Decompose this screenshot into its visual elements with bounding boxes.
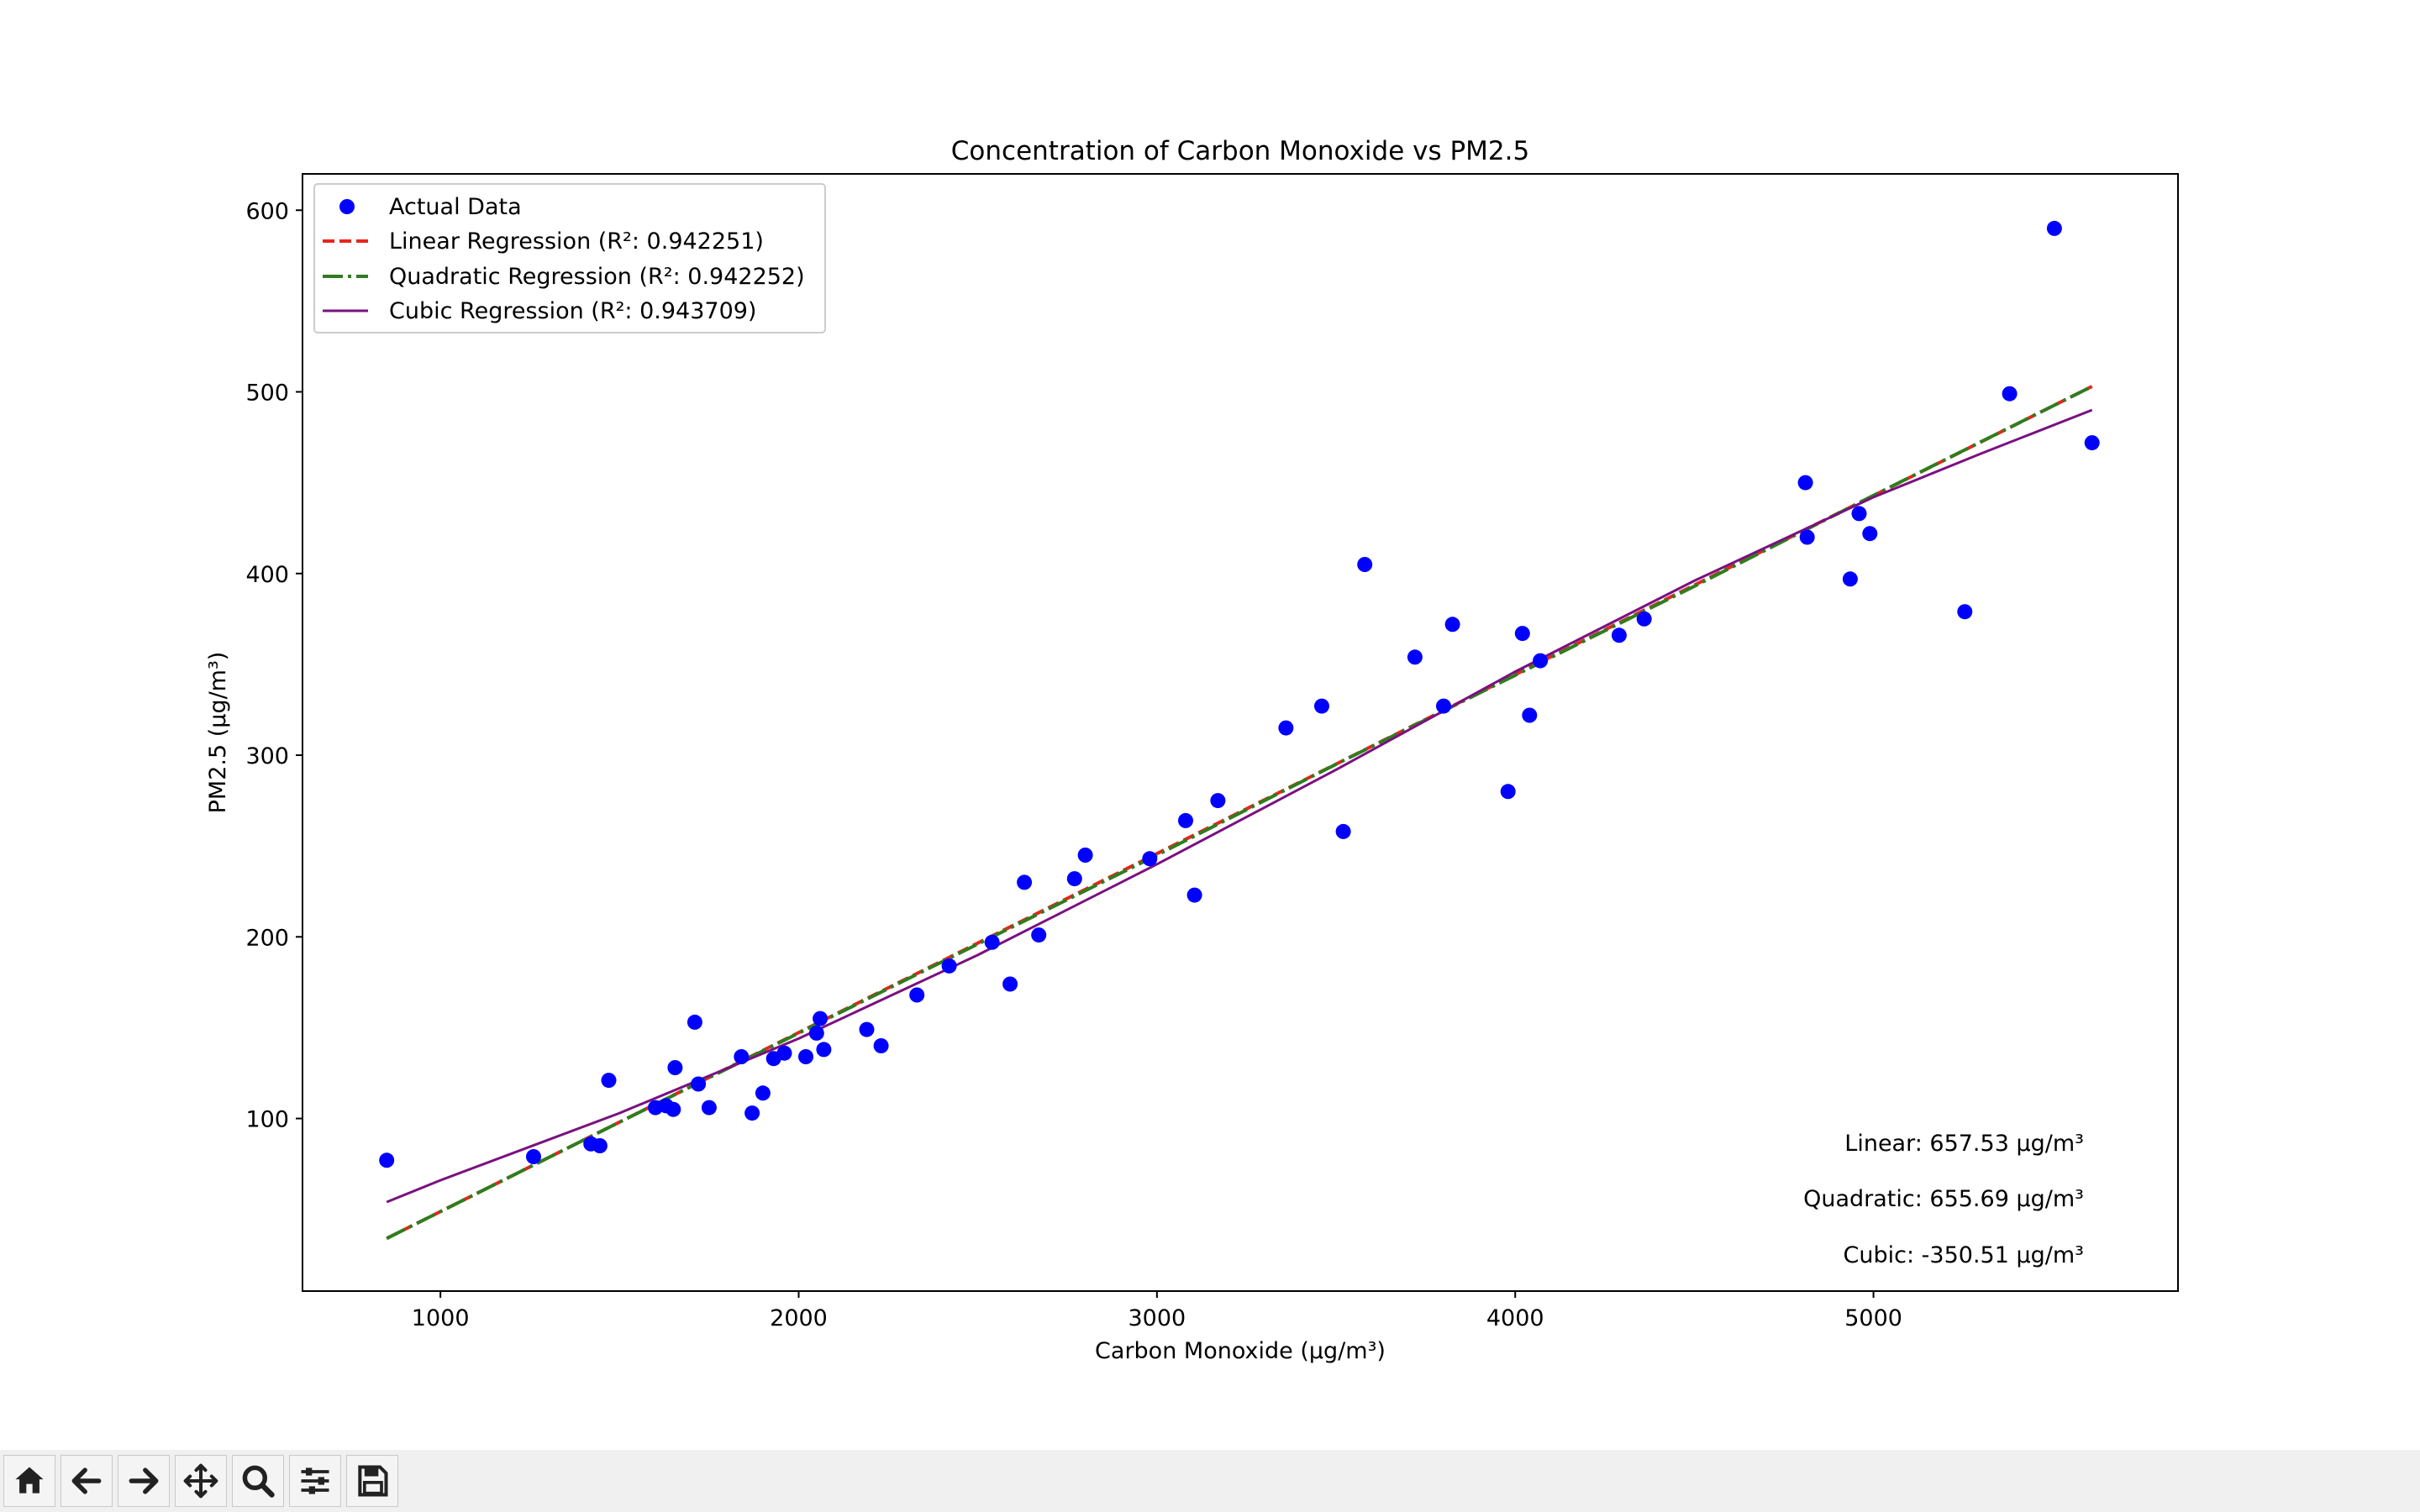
annotation-quadratic: Quadratic: 655.69 µg/m³ xyxy=(1803,1186,2084,1212)
data-point xyxy=(1357,557,1373,572)
y-tick-label: 300 xyxy=(245,743,289,769)
legend-marker-actual-data xyxy=(339,199,355,214)
y-axis-label: PM2.5 (µg/m³) xyxy=(205,652,231,814)
data-point xyxy=(1444,617,1460,633)
data-point xyxy=(1862,526,1878,542)
data-point xyxy=(1186,887,1202,903)
home-button[interactable] xyxy=(3,1455,55,1507)
data-point xyxy=(691,1076,707,1092)
data-point xyxy=(1851,506,1867,522)
data-point xyxy=(687,1014,702,1030)
data-point xyxy=(1017,874,1033,890)
axis-ticks: 1000 2000 3000 4000 5000 100 200 300 400 500 600 xyxy=(245,198,1902,1331)
legend-label-quadratic: Quadratic Regression (R²: 0.942252) xyxy=(389,264,805,290)
data-point xyxy=(984,934,1000,950)
chart-title: Concentration of Carbon Monoxide vs PM2.… xyxy=(951,136,1529,166)
legend-label-actual-data: Actual Data xyxy=(389,194,522,220)
data-point xyxy=(701,1100,717,1116)
data-point xyxy=(1178,812,1193,828)
legend-box xyxy=(313,183,826,333)
chart: Concentration of Carbon Monoxide vs PM2.… xyxy=(205,136,2179,1364)
data-point xyxy=(2084,435,2100,451)
data-point xyxy=(755,1085,771,1101)
data-point xyxy=(1533,653,1549,669)
regression-line-quadratic xyxy=(386,385,2093,1241)
pan-button[interactable] xyxy=(175,1455,227,1507)
regression-lines xyxy=(386,385,2093,1241)
data-point xyxy=(1514,626,1530,642)
data-point xyxy=(813,1011,829,1026)
home-icon xyxy=(15,1467,44,1494)
data-point xyxy=(816,1042,832,1058)
data-point xyxy=(592,1138,608,1153)
data-point xyxy=(601,1073,617,1089)
magnifier-icon xyxy=(242,1465,275,1498)
data-point xyxy=(666,1101,681,1117)
save-button[interactable] xyxy=(346,1455,398,1507)
x-tick-label: 1000 xyxy=(412,1305,470,1331)
x-tick-label: 2000 xyxy=(770,1305,828,1331)
data-point xyxy=(1278,720,1294,736)
data-point xyxy=(1335,823,1351,839)
data-point xyxy=(2046,220,2062,236)
forward-button[interactable] xyxy=(118,1455,170,1507)
y-tick-label: 400 xyxy=(245,562,289,588)
navigation-toolbar xyxy=(0,1450,2420,1512)
data-point xyxy=(808,1025,824,1041)
y-tick-label: 200 xyxy=(245,925,289,951)
data-point xyxy=(1002,976,1018,992)
annotation-linear: Linear: 657.53 µg/m³ xyxy=(1844,1131,2084,1157)
data-point xyxy=(1066,871,1082,887)
data-point xyxy=(941,958,957,974)
y-tick-label: 600 xyxy=(245,198,289,224)
data-point xyxy=(1210,793,1226,809)
regression-line-cubic xyxy=(386,408,2093,1204)
x-tick-label: 4000 xyxy=(1486,1305,1544,1331)
data-point xyxy=(1797,475,1813,491)
back-button[interactable] xyxy=(60,1455,113,1507)
data-point xyxy=(1522,707,1538,723)
floppy-disk-icon xyxy=(358,1465,388,1497)
data-point xyxy=(1842,571,1858,587)
arrow-right-icon xyxy=(129,1467,159,1494)
data-point xyxy=(1077,848,1093,863)
x-tick-label: 3000 xyxy=(1128,1305,1186,1331)
data-point xyxy=(744,1105,760,1121)
move-icon xyxy=(183,1463,218,1499)
data-point xyxy=(776,1045,792,1061)
legend-label-cubic: Cubic Regression (R²: 0.943709) xyxy=(389,298,756,324)
legend-label-linear: Linear Regression (R²: 0.942251) xyxy=(389,228,764,255)
data-point xyxy=(1500,784,1516,800)
sliders-icon xyxy=(301,1467,329,1494)
plot-area xyxy=(302,173,2179,1292)
data-point xyxy=(1957,604,1973,620)
data-point xyxy=(1031,927,1047,943)
data-point xyxy=(734,1049,750,1064)
legend: Actual Data Linear Regression (R²: 0.942… xyxy=(313,183,826,333)
data-point xyxy=(526,1149,541,1164)
zoom-button[interactable] xyxy=(232,1455,284,1507)
data-point xyxy=(379,1152,395,1168)
data-point xyxy=(1799,529,1815,545)
x-axis-label: Carbon Monoxide (µg/m³) xyxy=(1095,1338,1386,1364)
data-point xyxy=(1407,649,1423,665)
x-tick-label: 5000 xyxy=(1844,1305,1902,1331)
data-point xyxy=(909,987,925,1003)
data-point xyxy=(1636,611,1652,627)
arrow-left-icon xyxy=(71,1467,102,1494)
data-point xyxy=(798,1049,813,1064)
data-point xyxy=(1142,851,1158,867)
data-point xyxy=(2002,386,2018,402)
y-tick-label: 500 xyxy=(245,381,289,407)
annotation-cubic: Cubic: -350.51 µg/m³ xyxy=(1844,1242,2084,1268)
data-point xyxy=(1314,698,1329,714)
data-point xyxy=(859,1021,875,1037)
configure-subplots-button[interactable] xyxy=(289,1455,341,1507)
data-point xyxy=(1611,627,1627,643)
data-point xyxy=(1436,698,1451,714)
data-point xyxy=(667,1060,683,1075)
data-points xyxy=(379,220,2100,1168)
y-tick-label: 100 xyxy=(245,1107,289,1133)
data-point xyxy=(873,1038,889,1053)
